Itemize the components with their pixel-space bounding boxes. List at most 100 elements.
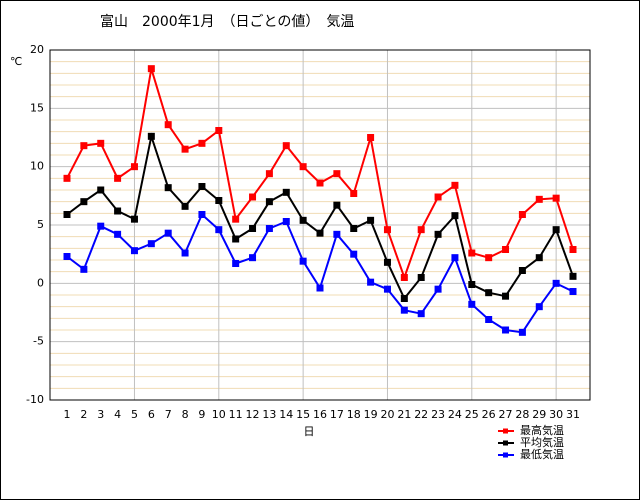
point: [569, 288, 577, 295]
x-tick-label: 17: [330, 408, 344, 421]
x-tick-label: 29: [532, 408, 546, 421]
point: [400, 295, 408, 302]
point: [502, 246, 510, 253]
y-tick-label: 20: [30, 43, 44, 56]
point: [367, 216, 375, 224]
point: [147, 132, 155, 140]
point: [63, 253, 71, 260]
point: [316, 229, 324, 237]
x-tick-label: 24: [448, 408, 462, 421]
point: [468, 281, 476, 288]
x-tick-label: 27: [499, 408, 513, 421]
point: [434, 193, 442, 201]
legend-label: 最低気温: [520, 447, 564, 461]
point: [367, 278, 375, 286]
point: [417, 274, 425, 281]
point: [485, 316, 493, 323]
point: [164, 121, 172, 129]
x-tick-label: 14: [279, 408, 293, 421]
point: [468, 300, 476, 308]
point: [63, 211, 71, 218]
x-tick-label: 15: [296, 408, 310, 421]
point: [451, 254, 459, 262]
point: [434, 285, 442, 293]
point: [164, 184, 172, 192]
x-tick-label: 28: [515, 408, 529, 421]
x-tick-label: 1: [64, 408, 71, 421]
point: [130, 163, 138, 171]
y-tick-label: 10: [30, 160, 44, 173]
x-tick-label: 9: [198, 408, 205, 421]
point: [552, 226, 560, 234]
x-tick-label: 5: [131, 408, 138, 421]
point: [249, 193, 257, 201]
point: [502, 292, 510, 300]
point: [383, 285, 391, 293]
point: [417, 310, 425, 318]
point: [434, 230, 442, 238]
point: [130, 247, 138, 255]
x-tick-label: 10: [212, 408, 226, 421]
x-tick-label: 8: [182, 408, 189, 421]
point: [535, 195, 543, 203]
x-tick-label: 7: [165, 408, 172, 421]
legend-marker: [503, 428, 508, 434]
point: [299, 257, 307, 265]
x-tick-label: 3: [97, 408, 104, 421]
point: [80, 265, 88, 273]
point: [181, 202, 189, 210]
x-tick-label: 16: [313, 408, 327, 421]
y-tick-label: 5: [37, 218, 44, 231]
point: [569, 272, 577, 280]
x-tick-label: 11: [229, 408, 243, 421]
y-tick-label: -5: [33, 335, 44, 348]
point: [80, 142, 88, 150]
x-axis-label: 日: [304, 425, 315, 438]
point: [282, 142, 290, 150]
point: [316, 179, 324, 187]
point: [265, 170, 273, 178]
point: [333, 170, 341, 178]
point: [114, 207, 122, 215]
point: [299, 163, 307, 171]
point: [249, 225, 257, 232]
point: [569, 246, 577, 253]
point: [451, 181, 459, 189]
point: [552, 194, 560, 202]
point: [215, 226, 223, 234]
point: [333, 201, 341, 209]
point: [97, 222, 105, 230]
point: [232, 260, 240, 267]
x-tick-label: 2: [80, 408, 87, 421]
x-tick-label: 21: [397, 408, 411, 421]
point: [114, 230, 122, 238]
point: [417, 226, 425, 234]
point: [215, 197, 223, 204]
point: [400, 274, 408, 281]
point: [367, 134, 375, 141]
point: [265, 198, 273, 206]
point: [232, 235, 240, 243]
y-tick-label: 15: [30, 101, 44, 114]
point: [80, 198, 88, 206]
legend-label: 最高気温: [520, 423, 564, 437]
point: [383, 226, 391, 234]
legend-marker: [503, 440, 508, 446]
x-tick-label: 13: [262, 408, 276, 421]
point: [282, 188, 290, 196]
y-tick-label: -10: [26, 393, 44, 406]
chart-title: 富山 2000年1月 （日ごとの値） 気温: [100, 13, 354, 30]
legend-marker: [503, 452, 508, 458]
x-tick-label: 31: [566, 408, 580, 421]
x-tick-label: 4: [114, 408, 121, 421]
point: [350, 225, 358, 232]
plot-area: [49, 49, 591, 401]
point: [63, 174, 71, 182]
point: [485, 289, 493, 297]
point: [552, 279, 560, 287]
point: [97, 139, 105, 147]
point: [198, 183, 206, 190]
point: [181, 145, 189, 153]
